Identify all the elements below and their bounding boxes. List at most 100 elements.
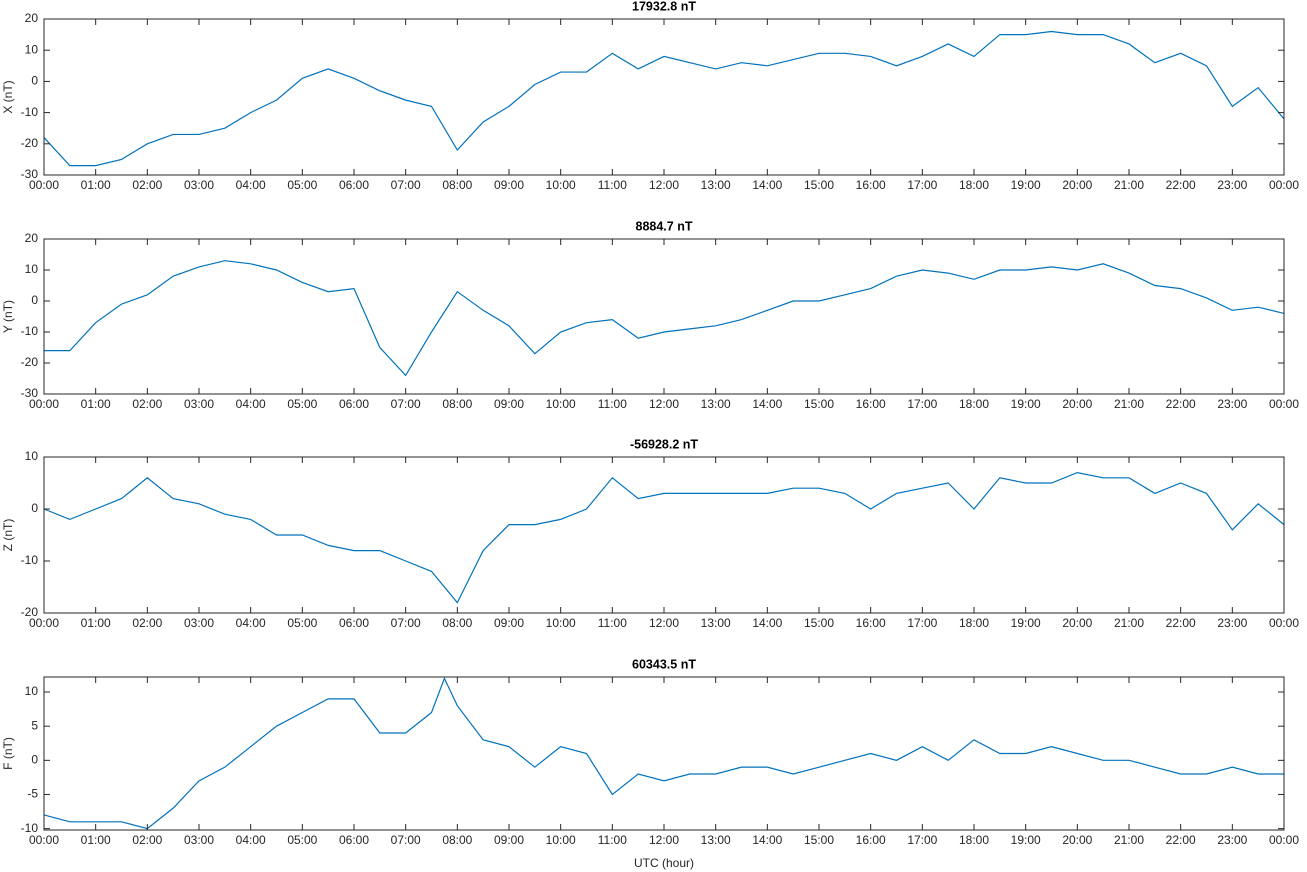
x-tick-label: 00:00 — [29, 833, 59, 847]
x-tick-label: 04:00 — [236, 178, 266, 192]
x-tick-label: 00:00 — [1269, 616, 1299, 630]
x-tick-label: 17:00 — [907, 616, 937, 630]
x-tick-label: 08:00 — [442, 616, 472, 630]
x-tick-label: 21:00 — [1114, 178, 1144, 192]
x-tick-label: 23:00 — [1217, 616, 1247, 630]
x-tick-label: 02:00 — [132, 833, 162, 847]
x-tick-label: 15:00 — [804, 397, 834, 411]
x-tick-label: 09:00 — [494, 397, 524, 411]
x-tick-label: 07:00 — [391, 833, 421, 847]
x-tick-label: 22:00 — [1166, 616, 1196, 630]
x-tick-label: 09:00 — [494, 178, 524, 192]
x-tick-label: 17:00 — [907, 833, 937, 847]
y-tick-label: 20 — [25, 231, 39, 245]
x-tick-label: 19:00 — [1011, 397, 1041, 411]
x-tick-label: 12:00 — [649, 178, 679, 192]
y-axis-label: Z (nT) — [1, 519, 15, 552]
x-tick-label: 07:00 — [391, 397, 421, 411]
x-tick-label: 06:00 — [339, 616, 369, 630]
x-tick-label: 08:00 — [442, 178, 472, 192]
y-tick-label: 5 — [31, 718, 38, 732]
x-tick-label: 12:00 — [649, 616, 679, 630]
x-tick-label: 01:00 — [81, 833, 111, 847]
x-tick-label: 05:00 — [287, 397, 317, 411]
y-tick-label: -5 — [27, 787, 38, 801]
plot-area — [44, 239, 1284, 394]
x-tick-label: 18:00 — [959, 833, 989, 847]
y-tick-label: 0 — [31, 293, 38, 307]
x-tick-label: 23:00 — [1217, 833, 1247, 847]
x-tick-label: 05:00 — [287, 616, 317, 630]
y-tick-label: 0 — [31, 753, 38, 767]
y-tick-label: 10 — [25, 684, 39, 698]
x-tick-label: 07:00 — [391, 616, 421, 630]
x-tick-label: 11:00 — [598, 833, 627, 847]
data-line — [44, 260, 1285, 377]
x-tick-label: 17:00 — [907, 397, 937, 411]
x-tick-label: 05:00 — [287, 833, 317, 847]
x-tick-label: 19:00 — [1011, 833, 1041, 847]
x-tick-label: 03:00 — [184, 833, 214, 847]
x-tick-label: 01:00 — [81, 616, 111, 630]
x-tick-label: 16:00 — [856, 178, 886, 192]
data-line — [43, 30, 1285, 167]
x-tick-label: 03:00 — [184, 397, 214, 411]
data-line — [43, 676, 1284, 830]
x-tick-label: 20:00 — [1062, 397, 1092, 411]
plot-area — [44, 19, 1284, 175]
y-tick-label: -20 — [21, 355, 39, 369]
y-tick-label: 10 — [25, 262, 39, 276]
x-tick-label: 14:00 — [752, 397, 782, 411]
x-tick-label: 08:00 — [442, 833, 472, 847]
x-tick-label: 01:00 — [81, 178, 111, 192]
x-tick-label: 18:00 — [959, 616, 989, 630]
x-tick-label: 11:00 — [598, 397, 627, 411]
x-tick-label: 11:00 — [598, 616, 627, 630]
chart-title: 17932.8 nT — [632, 0, 696, 13]
x-tick-label: 14:00 — [752, 833, 782, 847]
x-tick-label: 13:00 — [701, 616, 731, 630]
x-tick-label: 22:00 — [1166, 833, 1196, 847]
x-tick-label: 06:00 — [339, 178, 369, 192]
x-tick-label: 23:00 — [1217, 397, 1247, 411]
y-tick-label: 20 — [25, 11, 39, 25]
x-tick-label: 09:00 — [494, 616, 524, 630]
x-tick-label: 10:00 — [546, 616, 576, 630]
x-tick-label: 05:00 — [287, 178, 317, 192]
y-tick-label: -10 — [21, 821, 39, 835]
x-tick-label: 10:00 — [546, 397, 576, 411]
x-tick-label: 08:00 — [442, 397, 472, 411]
x-tick-label: 09:00 — [494, 833, 524, 847]
x-tick-label: 10:00 — [546, 178, 576, 192]
x-tick-label: 14:00 — [752, 178, 782, 192]
y-tick-label: -10 — [21, 324, 39, 338]
x-tick-label: 06:00 — [339, 833, 369, 847]
x-tick-label: 02:00 — [132, 397, 162, 411]
x-tick-label: 11:00 — [598, 178, 627, 192]
chart-title: 8884.7 nT — [636, 219, 693, 233]
y-tick-label: -20 — [21, 136, 39, 150]
x-tick-label: 19:00 — [1011, 616, 1041, 630]
x-tick-label: 19:00 — [1011, 178, 1041, 192]
x-tick-label: 20:00 — [1062, 616, 1092, 630]
x-tick-label: 04:00 — [236, 833, 266, 847]
x-tick-label: 06:00 — [339, 397, 369, 411]
x-tick-label: 15:00 — [804, 833, 834, 847]
x-tick-label: 16:00 — [856, 397, 886, 411]
y-tick-label: 0 — [31, 501, 38, 515]
x-tick-label: 16:00 — [856, 616, 886, 630]
y-axis-label: Y (nT) — [1, 300, 15, 333]
x-tick-label: 00:00 — [1269, 397, 1299, 411]
x-tick-label: 00:00 — [29, 397, 59, 411]
x-tick-label: 07:00 — [391, 178, 421, 192]
plot-area — [44, 677, 1284, 830]
x-tick-label: 13:00 — [701, 178, 731, 192]
x-tick-label: 15:00 — [804, 178, 834, 192]
y-tick-label: -30 — [21, 167, 39, 181]
x-tick-label: 21:00 — [1114, 397, 1144, 411]
plot-area — [44, 457, 1284, 613]
y-tick-label: -10 — [21, 553, 39, 567]
x-tick-label: 00:00 — [29, 178, 59, 192]
x-tick-label: 12:00 — [649, 833, 679, 847]
